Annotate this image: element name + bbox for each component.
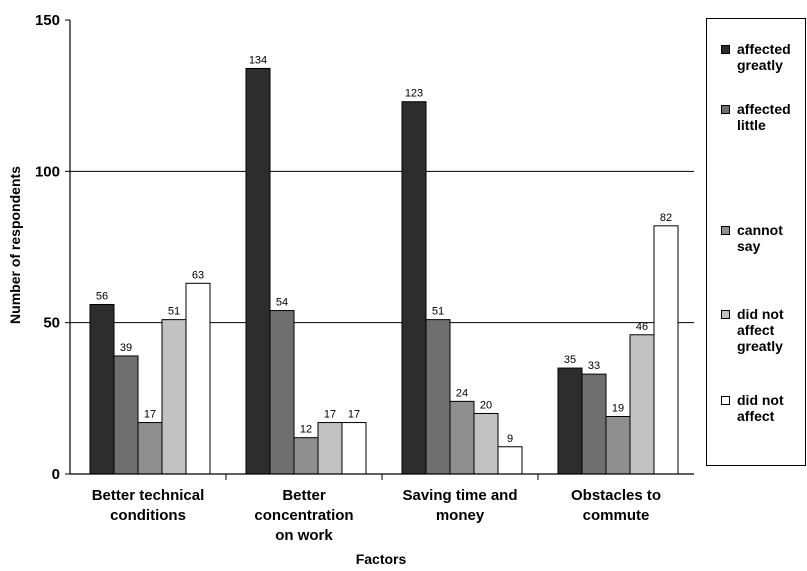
gridlines (70, 170, 694, 324)
data-label: 9 (507, 433, 513, 445)
bar-did-not-affect-greatly-0 (161, 319, 187, 475)
data-label: 39 (120, 342, 132, 354)
bar-affected-little-1 (269, 310, 295, 475)
bars (89, 67, 679, 475)
data-labels: 56 39 17 51 63 134 54 12 17 17 123 51 24 20 9 35 33 19 46 8… (96, 54, 672, 444)
data-label: 20 (480, 399, 492, 411)
data-label: 51 (432, 306, 444, 318)
x-category-label: Obstacles to commute (571, 487, 661, 524)
y-tick-label: 100 (35, 163, 60, 180)
data-label: 134 (249, 54, 267, 66)
y-tick-label: 50 (43, 315, 60, 332)
bar-cannot-say-3 (605, 415, 631, 475)
data-label: 19 (612, 402, 624, 414)
x-category-label: Saving time and money (402, 487, 517, 524)
y-axis-title: Number of respondents (7, 166, 23, 324)
bar-affected-greatly-2 (401, 101, 427, 475)
bar-affected-little-0 (113, 355, 139, 475)
bar-did-not-affect-1 (341, 422, 367, 475)
data-label: 35 (564, 354, 576, 366)
data-label: 56 (96, 291, 108, 303)
x-category-labels: Better technical conditions Better concentr… (92, 487, 661, 544)
y-tick-label: 150 (35, 12, 60, 29)
bar-cannot-say-0 (137, 422, 163, 475)
data-label: 63 (192, 269, 204, 281)
legend-label: cannot say (737, 222, 783, 254)
legend-label: did not affect (737, 392, 784, 424)
data-label: 123 (405, 88, 423, 100)
data-label: 82 (660, 212, 672, 224)
bar-did-not-affect-greatly-2 (473, 412, 499, 475)
data-label: 24 (456, 387, 468, 399)
legend-label: affected little (737, 101, 791, 133)
data-label: 54 (276, 297, 288, 309)
bar-affected-greatly-3 (557, 367, 583, 475)
data-label: 17 (324, 409, 336, 421)
axes (65, 19, 694, 480)
data-label: 33 (588, 360, 600, 372)
legend-swatch (721, 396, 730, 405)
legend-swatch (721, 310, 730, 319)
data-label: 17 (144, 409, 156, 421)
bar-did-not-affect-0 (185, 282, 211, 475)
legend-swatch (721, 105, 730, 114)
legend-swatch (721, 45, 730, 54)
bar-affected-little-3 (581, 373, 607, 475)
bar-affected-little-2 (425, 319, 451, 475)
legend-label: affected greatly (737, 41, 791, 73)
bar-did-not-affect-2 (497, 446, 523, 475)
y-tick-label: 0 (52, 466, 60, 483)
data-label: 17 (348, 409, 360, 421)
data-label: 46 (636, 321, 648, 333)
x-category-label: Better technical conditions (92, 487, 205, 524)
legend: affected greatly affected little cannot say di… (706, 18, 806, 466)
data-label: 12 (300, 424, 312, 436)
legend-swatch (721, 226, 730, 235)
bar-cannot-say-2 (449, 400, 475, 475)
y-tick-labels: 0 50 100 150 (35, 12, 60, 483)
bar-did-not-affect-greatly-3 (629, 334, 655, 475)
bar-chart: 56 39 17 51 63 134 54 12 17 17 123 51 24 20 9 35 33 19 46 8… (7, 12, 694, 567)
bar-cannot-say-1 (293, 437, 319, 475)
bar-did-not-affect-greatly-1 (317, 422, 343, 475)
legend-label: did not affect greatly (737, 306, 784, 354)
x-axis-title: Factors (356, 551, 407, 567)
bar-affected-greatly-0 (89, 304, 115, 475)
bar-affected-greatly-1 (245, 67, 271, 475)
x-category-label: Better concentration on work (254, 487, 353, 544)
bar-did-not-affect-3 (653, 225, 679, 475)
data-label: 51 (168, 306, 180, 318)
